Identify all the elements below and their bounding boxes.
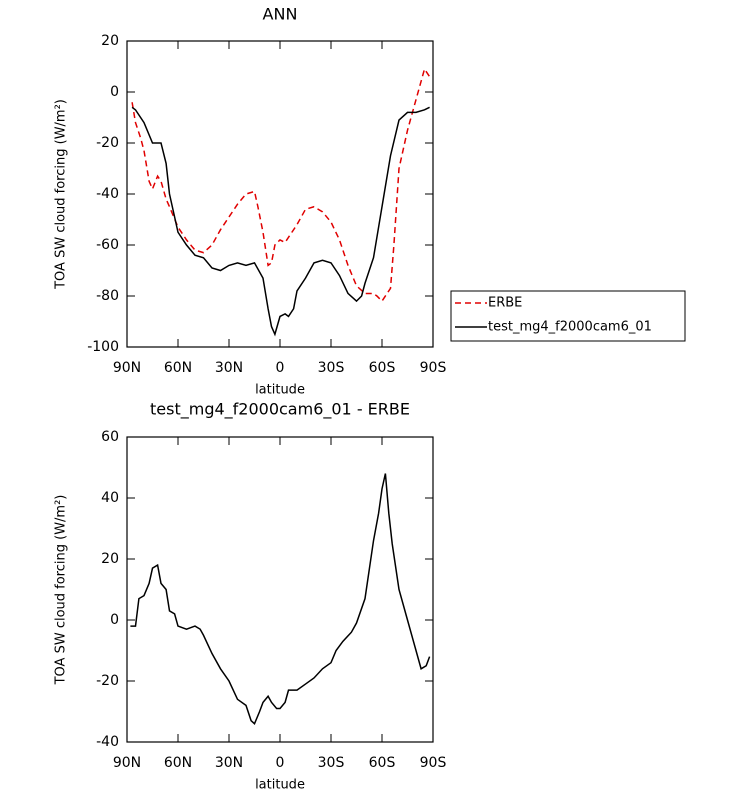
x-tick-label: 90N xyxy=(113,360,141,376)
y-tick-label: 20 xyxy=(101,551,119,567)
x-tick-label: 60N xyxy=(164,360,192,376)
x-tick-label: 0 xyxy=(276,360,285,376)
legend-label: ERBE xyxy=(488,296,522,311)
legend-label: test_mg4_f2000cam6_01 xyxy=(488,320,652,335)
x-tick-label: 30N xyxy=(215,755,243,771)
y-tick-label: 0 xyxy=(110,612,119,628)
x-tick-label: 60S xyxy=(369,360,396,376)
plot-frame xyxy=(126,40,434,348)
y-axis-label: TOA SW cloud forcing (W/m²) xyxy=(54,99,69,290)
legend-box xyxy=(450,290,686,342)
y-tick-label: -100 xyxy=(87,339,119,355)
y-tick-label: -20 xyxy=(96,135,119,151)
legend: ERBE test_mg4_f2000cam6_01 xyxy=(450,290,686,342)
y-tick-label: -80 xyxy=(96,288,119,304)
y-tick-label: 40 xyxy=(101,490,119,506)
y-axis-label: TOA SW cloud forcing (W/m²) xyxy=(54,495,69,686)
x-tick-label: 30S xyxy=(318,360,345,376)
x-tick-label: 30S xyxy=(318,755,345,771)
x-axis-label: latitude xyxy=(255,383,305,398)
data-line xyxy=(131,106,430,337)
x-tick-label: 0 xyxy=(276,755,285,771)
data-line xyxy=(131,67,431,303)
y-tick-label: -60 xyxy=(96,237,119,253)
data-line xyxy=(130,473,431,725)
x-tick-label: 30N xyxy=(215,360,243,376)
chart-title: ANN xyxy=(263,5,298,24)
y-tick-label: -40 xyxy=(96,734,119,750)
x-tick-label: 60N xyxy=(164,755,192,771)
y-tick-label: 20 xyxy=(101,33,119,49)
y-tick-label: -20 xyxy=(96,673,119,689)
x-tick-label: 60S xyxy=(369,755,396,771)
x-axis-label: latitude xyxy=(255,778,305,793)
x-tick-label: 90S xyxy=(420,755,447,771)
x-tick-label: 90S xyxy=(420,360,447,376)
y-tick-label: -40 xyxy=(96,186,119,202)
y-tick-label: 0 xyxy=(110,84,119,100)
plot-frame xyxy=(126,436,434,743)
chart-title: test_mg4_f2000cam6_01 - ERBE xyxy=(150,400,410,420)
x-tick-label: 90N xyxy=(113,755,141,771)
y-tick-label: 60 xyxy=(101,429,119,445)
